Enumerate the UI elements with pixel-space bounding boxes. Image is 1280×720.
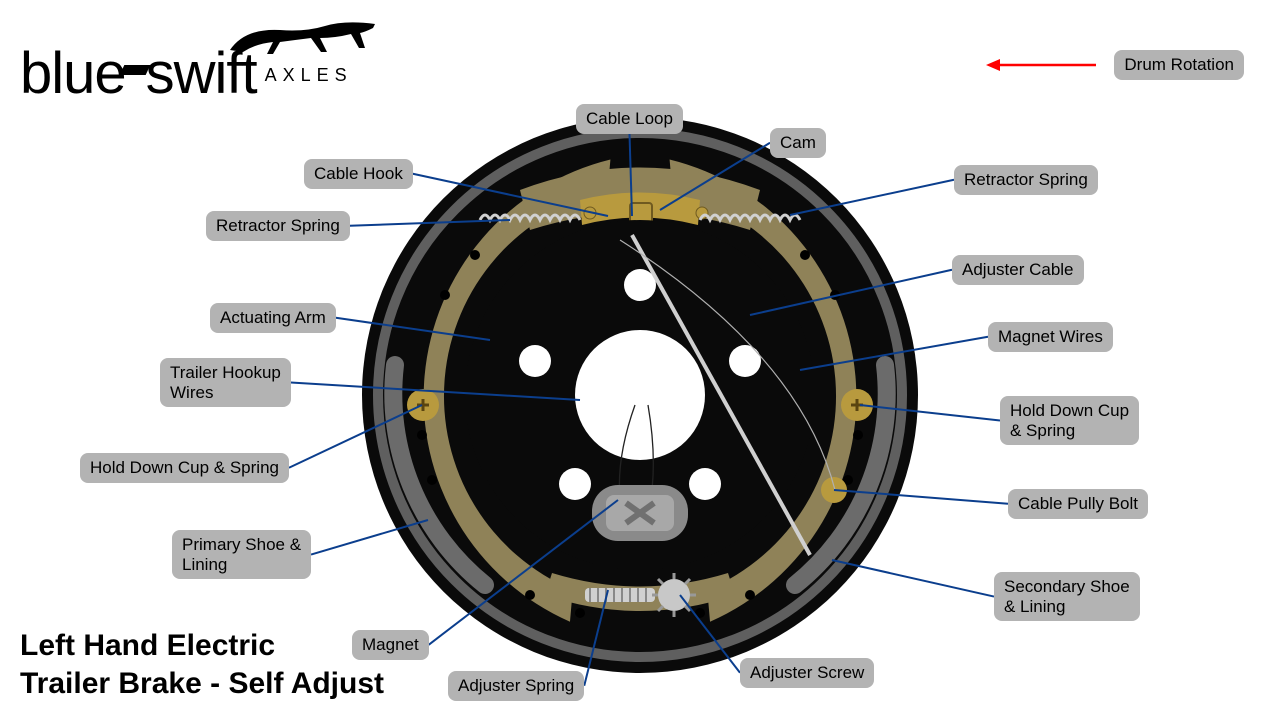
label-actuating-arm: Actuating Arm [210, 303, 336, 333]
brand-swift: swift [146, 41, 257, 106]
drum-rotation: Drum Rotation [986, 50, 1244, 80]
label-adjuster-spring: Adjuster Spring [448, 671, 584, 701]
rotation-label: Drum Rotation [1114, 50, 1244, 80]
label-cam: Cam [770, 128, 826, 158]
label-magnet: Magnet [352, 630, 429, 660]
label-hold-down-l: Hold Down Cup & Spring [80, 453, 289, 483]
brand-blue: blue [20, 41, 126, 106]
label-retractor-spring-r: Retractor Spring [954, 165, 1098, 195]
label-secondary-shoe: Secondary Shoe & Lining [994, 572, 1140, 621]
rotation-arrow-icon [986, 57, 1096, 73]
label-cable-hook: Cable Hook [304, 159, 413, 189]
brake-assembly [315, 105, 965, 685]
label-adjuster-screw: Adjuster Screw [740, 658, 874, 688]
brand-logo: blue swift AXLES [20, 40, 353, 107]
label-retractor-spring-l: Retractor Spring [206, 211, 350, 241]
label-cable-loop: Cable Loop [576, 104, 683, 134]
label-trailer-hookup-wires: Trailer Hookup Wires [160, 358, 291, 407]
label-adjuster-cable: Adjuster Cable [952, 255, 1084, 285]
diagram-stage: blue swift AXLES Drum Rotation [0, 0, 1280, 720]
brand-axles: AXLES [265, 65, 353, 85]
label-magnet-wires: Magnet Wires [988, 322, 1113, 352]
label-primary-shoe: Primary Shoe & Lining [172, 530, 311, 579]
label-cable-pully-bolt: Cable Pully Bolt [1008, 489, 1148, 519]
label-hold-down-r: Hold Down Cup & Spring [1000, 396, 1139, 445]
